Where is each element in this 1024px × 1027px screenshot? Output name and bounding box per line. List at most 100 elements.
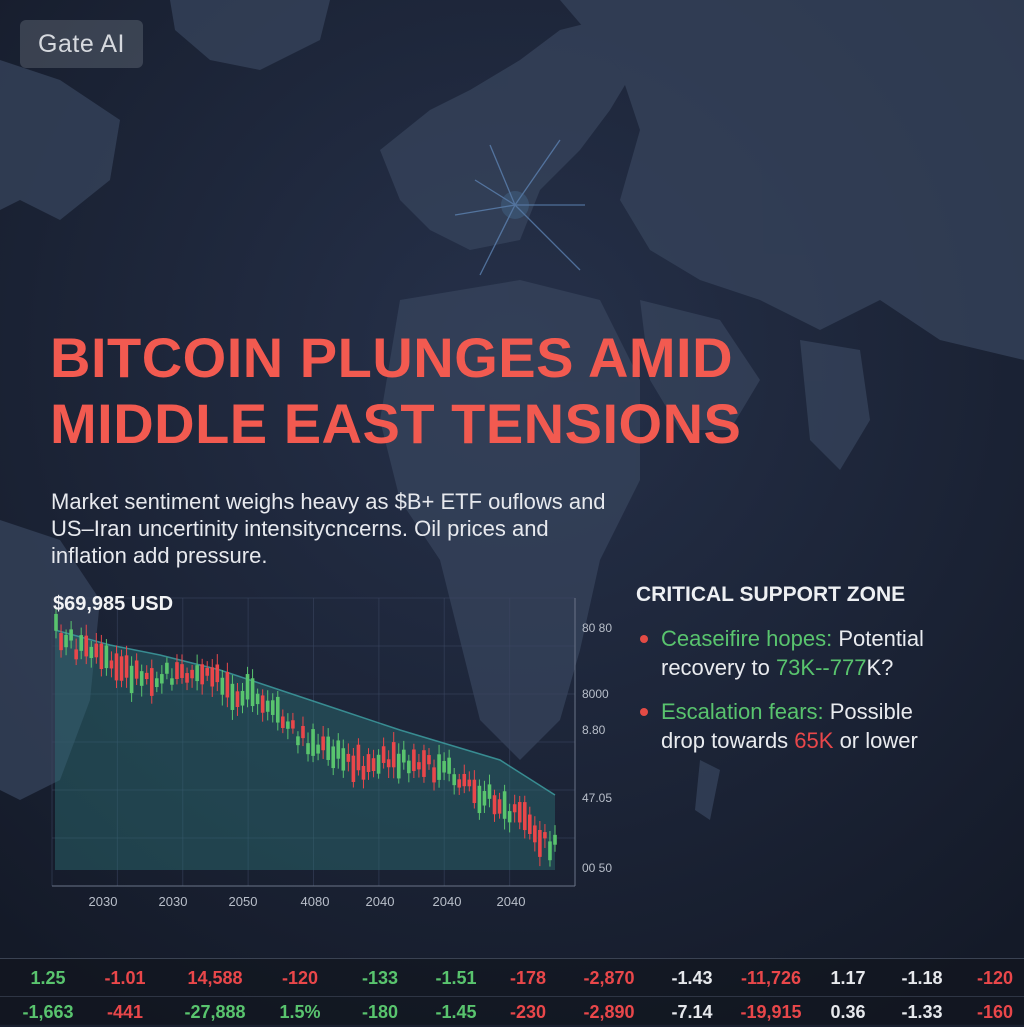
candle-body [452,774,456,786]
candle-body [175,662,179,680]
candle-body [185,673,189,683]
candle-body [396,753,401,779]
candle-body [316,744,320,754]
support-item-escalation: Escalation fears: Possible drop towards … [640,697,1020,755]
candle-body [235,691,240,708]
land-india [800,340,870,470]
candle-body [94,643,99,658]
candle-body [512,804,517,813]
ceasefire-text-c: K? [866,655,894,680]
candle-body [134,660,139,679]
ceasefire-text-b: recovery to [661,655,776,680]
ticker-value: 1.17 [830,968,866,988]
candle-body [407,760,411,774]
candle-body [386,759,391,768]
land-greenland [170,0,330,70]
candle-body [543,832,547,839]
candle-body [533,825,537,843]
candle-body [412,749,416,772]
support-item-ceasefire: Ceaseifire hopes: Potential recovery to … [640,624,1020,682]
ticker-value: -7.14 [671,1002,713,1022]
candle-body [442,760,446,773]
subtitle-line-3: inflation add pressure. [51,543,268,568]
x-tick-label: 2050 [229,894,258,909]
ticker-value: -1.18 [901,968,943,988]
trend-band [55,630,555,870]
candle-body [427,755,431,765]
candle-body [281,716,285,728]
candle-body [124,655,129,678]
ticker-value: -1,663 [22,1002,74,1022]
candle-body [311,729,315,756]
ticker-value: -120 [976,968,1014,988]
subtitle-line-1: Market sentiment weighs heavy as $B+ ETF… [51,489,606,514]
candle-body [401,749,406,763]
candle-body [260,695,265,713]
candle-body [240,690,245,706]
candle-body [351,755,356,782]
candle-body [507,811,512,823]
trend-band-edge [54,629,556,796]
y-tick-label: 47.05 [582,791,612,805]
candle-body [482,791,487,806]
y-tick-label: 8.80 [582,723,606,737]
bullet-dot-icon [640,708,648,716]
ticker-row-1: 1.25 -1.01 14,588 -120 -133 -1.51 -178 -2,870 -1… [0,963,1024,993]
candle-body [64,634,68,648]
candle-body [527,814,532,834]
ticker-value: 14,588 [187,968,243,988]
ticker-value: -133 [361,968,399,988]
candle-body [155,678,159,688]
candle-body [59,633,63,651]
candle-body [417,762,421,770]
subtitle: Market sentiment weighs heavy as $B+ ETF… [51,488,651,569]
candle-body [296,736,300,746]
candle-body [538,830,542,857]
candle-body [286,721,290,729]
ticker-value: 0.36 [830,1002,866,1022]
x-tick-label: 2030 [89,894,118,909]
x-tick-label: 2040 [433,894,462,909]
candle-body [89,646,94,659]
candle-body [270,700,275,715]
candle-body [432,767,436,783]
candle-body [492,795,497,815]
ticker-value: 1.5% [279,1002,321,1022]
candle-body [225,671,230,698]
candle-body [517,802,522,823]
ticker-value: -1.51 [435,968,477,988]
ticker-value: -1.01 [104,968,146,988]
land-arabia [640,300,760,430]
ticker-value: -160 [976,1002,1014,1022]
candle-body [190,669,194,679]
candle-body [331,746,336,769]
ticker-value: -19,915 [740,1002,802,1022]
candle-body [301,725,305,739]
escalation-text-c: or lower [833,728,918,753]
ticker-value: -2,890 [583,1002,635,1022]
headline: BITCOIN PLUNGES AMID MIDDLE EAST TENSION… [50,325,741,457]
candle-body [336,740,341,759]
candle-body [346,753,351,762]
ticker-value: -230 [509,1002,547,1022]
headline-line-2: MIDDLE EAST TENSIONS [50,392,742,455]
ceasefire-target: 73K--777 [775,655,867,680]
candle-body [109,660,114,669]
y-tick-label: 8000 [582,687,609,701]
candle-body [160,674,164,684]
ticker-value: -120 [281,968,319,988]
land-asia [560,0,1024,360]
candle-body [210,667,215,687]
candle-body [487,784,492,799]
land-europe [380,20,640,250]
escalation-target: 65K [794,728,834,753]
candle-body [341,748,346,771]
ticker-value: -180 [361,1002,399,1022]
y-tick-label: 80 80 [582,621,612,635]
ticker-value: -2,870 [583,968,635,988]
candle-body [553,834,557,845]
price-chart: 80 80 8000 8.80 47.05 00 50 2030 2030 2050 4080 2… [51,597,612,909]
candle-body [356,744,361,771]
candle-body [371,758,376,772]
